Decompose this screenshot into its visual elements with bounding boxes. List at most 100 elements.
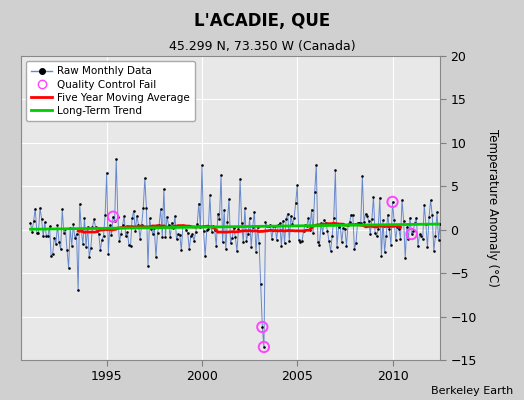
Point (44, 233, 52, 239)
Point (439, 239, 447, 246)
Point (315, 241, 324, 248)
Point (269, 223, 278, 230)
Point (150, 225, 159, 232)
Point (247, 244, 255, 250)
Point (363, 213, 372, 220)
Point (254, 224, 262, 230)
Point (90, 216, 98, 223)
Point (125, 242, 133, 248)
Point (347, 212, 355, 218)
Point (322, 220, 330, 226)
Point (77, 227, 85, 233)
Point (94, 231, 103, 237)
Point (382, 233, 390, 240)
Point (312, 161, 321, 168)
Point (32, 230, 41, 236)
Point (258, 324, 267, 330)
Point (55, 239, 63, 246)
Point (231, 234, 239, 240)
Point (180, 223, 189, 229)
Point (395, 226, 403, 232)
Point (75, 201, 84, 207)
Point (154, 230, 162, 236)
Point (427, 197, 435, 204)
Point (114, 214, 122, 220)
Point (442, 272, 451, 278)
Point (374, 225, 383, 232)
Point (126, 243, 135, 250)
Point (79, 241, 87, 248)
Point (407, 231, 416, 237)
Point (133, 212, 141, 219)
Point (152, 254, 160, 260)
Point (265, 223, 273, 230)
Point (134, 222, 143, 228)
Point (39, 233, 47, 240)
Point (271, 222, 279, 229)
Point (420, 202, 429, 208)
Point (333, 244, 341, 250)
Point (369, 194, 378, 200)
Point (430, 248, 438, 254)
Point (149, 231, 157, 237)
Point (355, 219, 363, 226)
Point (183, 230, 192, 236)
Point (58, 206, 67, 212)
Point (260, 344, 268, 350)
Point (215, 216, 224, 222)
Point (208, 229, 216, 236)
Point (47, 253, 56, 260)
Point (206, 192, 214, 199)
Point (309, 230, 318, 236)
Point (291, 200, 300, 206)
Point (268, 236, 276, 242)
Point (406, 215, 414, 221)
Point (100, 233, 108, 239)
Point (101, 212, 110, 218)
Point (120, 213, 128, 219)
Point (276, 220, 284, 226)
Point (111, 218, 119, 224)
Point (350, 246, 358, 252)
Point (86, 245, 95, 251)
Point (226, 240, 235, 247)
Point (339, 224, 347, 231)
Point (80, 215, 89, 222)
Point (220, 207, 228, 214)
Point (117, 231, 125, 237)
Point (388, 199, 397, 205)
Point (296, 239, 304, 245)
Point (26, 220, 35, 226)
Point (412, 214, 421, 221)
Point (57, 246, 65, 252)
Point (287, 213, 295, 220)
Point (290, 215, 298, 222)
Point (422, 221, 430, 227)
Point (434, 236, 443, 243)
Point (304, 215, 312, 222)
Point (411, 220, 419, 226)
Point (248, 223, 257, 230)
Point (155, 222, 163, 228)
Point (330, 215, 338, 221)
Point (85, 254, 93, 260)
Point (342, 242, 351, 249)
Legend: Raw Monthly Data, Quality Control Fail, Five Year Moving Average, Long-Term Tren: Raw Monthly Data, Quality Control Fail, … (26, 61, 195, 121)
Point (399, 218, 408, 224)
Point (193, 221, 201, 227)
Point (88, 224, 96, 230)
Point (34, 230, 42, 236)
Point (323, 228, 332, 234)
Point (283, 210, 292, 217)
Point (366, 231, 375, 237)
Point (237, 220, 246, 226)
Point (257, 281, 265, 287)
Point (188, 231, 196, 238)
Point (409, 228, 417, 234)
Point (46, 223, 54, 230)
Point (61, 226, 70, 232)
Point (139, 205, 147, 212)
Point (107, 232, 116, 238)
Point (320, 216, 329, 223)
Point (140, 175, 149, 181)
